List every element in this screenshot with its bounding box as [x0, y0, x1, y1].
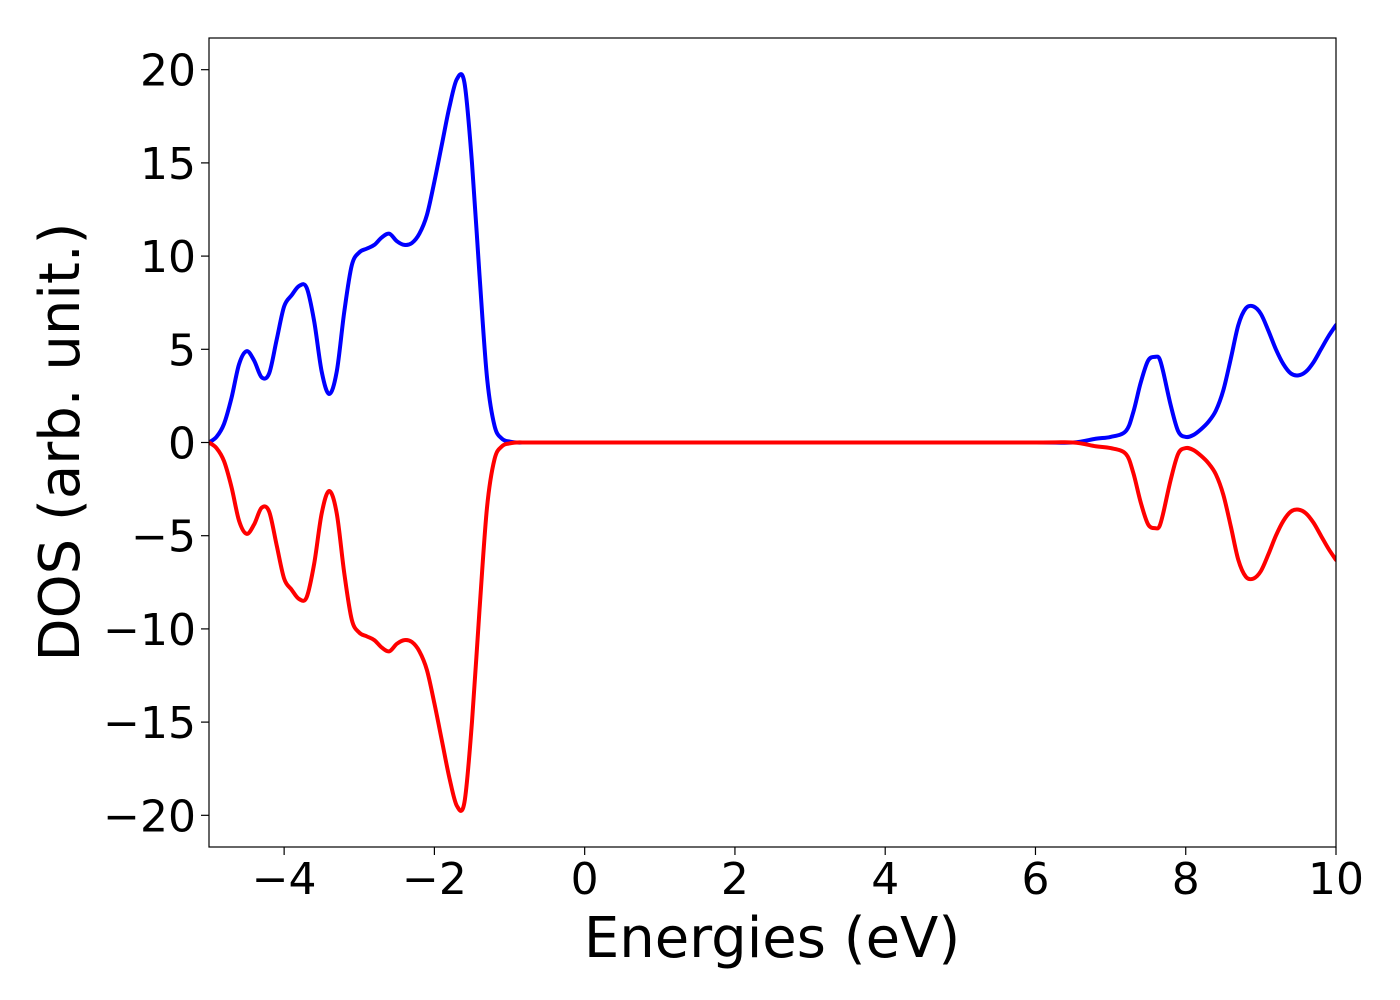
y-tick-label: 0	[168, 419, 196, 470]
y-tick-label: −20	[103, 791, 196, 842]
x-tick-label: 8	[1172, 854, 1200, 905]
x-tick-label: 6	[1021, 854, 1049, 905]
series-line-spin-down	[209, 440, 1336, 813]
x-tick-label: 4	[871, 854, 899, 905]
y-tick-label: 20	[140, 46, 196, 97]
x-axis-label: Energies (eV)	[584, 906, 960, 971]
x-tick-label: 2	[721, 854, 749, 905]
data-lines	[209, 72, 1336, 813]
y-tick-label: 15	[140, 139, 196, 190]
plot-area	[208, 37, 1337, 848]
y-axis-ticks: 20 15 10 5 0 −5 −10 −15 −20	[103, 46, 209, 842]
x-axis-ticks: −4 −2 0 2 4 6 8 10	[252, 847, 1364, 905]
y-tick-label: −15	[103, 698, 196, 749]
series-line-spin-up	[209, 72, 1336, 445]
x-tick-label: −4	[252, 854, 317, 905]
x-tick-label: 10	[1308, 854, 1364, 905]
y-tick-label: 10	[140, 232, 196, 283]
y-tick-label: −5	[131, 512, 196, 563]
y-axis-label: DOS (arb. unit.)	[28, 222, 93, 661]
y-tick-label: −10	[103, 605, 196, 656]
y-tick-label: 5	[168, 325, 196, 376]
x-tick-label: 0	[571, 854, 599, 905]
x-tick-label: −2	[402, 854, 467, 905]
